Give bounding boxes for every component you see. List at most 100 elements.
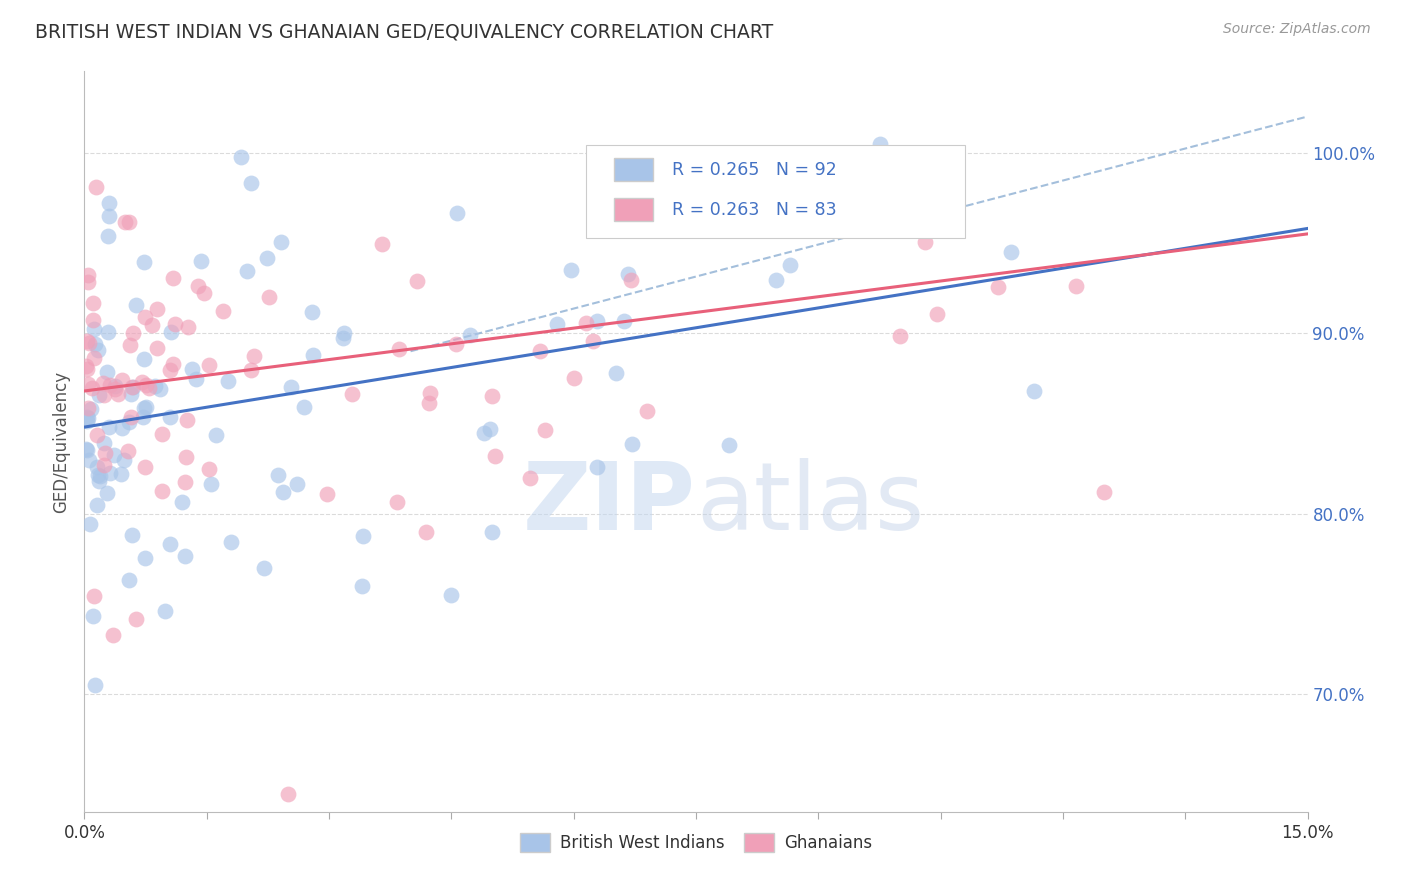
Point: [350, 579, 373, 593]
Point: [120, 338, 142, 352]
Legend: British West Indians, Ghanaians: British West Indians, Ghanaians: [513, 826, 879, 859]
Point: [86, 180, 108, 194]
Point: [478, 422, 501, 436]
Point: [159, 363, 181, 377]
Point: [257, 290, 280, 304]
Point: [405, 274, 427, 288]
Point: [352, 529, 374, 543]
Point: [285, 476, 308, 491]
Point: [82, 313, 104, 327]
Point: [586, 314, 609, 328]
Point: [779, 259, 801, 273]
Point: [122, 326, 145, 340]
Point: [98, 377, 121, 392]
Point: [141, 318, 163, 332]
Point: [173, 549, 195, 563]
Point: [181, 362, 204, 376]
Point: [914, 235, 936, 250]
Point: [82, 609, 104, 624]
Point: [80, 381, 103, 395]
Point: [77, 336, 100, 351]
Point: [118, 416, 141, 430]
Point: [143, 378, 166, 392]
Point: [135, 378, 157, 392]
Point: [87, 388, 110, 402]
Point: [101, 628, 124, 642]
Point: [83, 351, 105, 366]
Point: [118, 215, 141, 229]
Point: [107, 387, 129, 401]
Point: [219, 535, 242, 549]
Point: [86, 427, 108, 442]
Point: [83, 590, 105, 604]
Point: [333, 326, 356, 340]
Point: [617, 267, 640, 281]
Point: [267, 468, 290, 483]
Point: [89, 469, 111, 483]
Point: [76, 414, 98, 428]
Point: [174, 475, 197, 489]
Point: [546, 318, 568, 332]
Point: [717, 438, 740, 452]
Point: [121, 379, 143, 393]
Point: [86, 467, 108, 482]
Text: Source: ZipAtlas.com: Source: ZipAtlas.com: [1223, 22, 1371, 37]
Point: [77, 453, 100, 467]
Point: [148, 382, 170, 396]
Point: [93, 458, 115, 472]
Point: [76, 334, 98, 348]
Point: [987, 280, 1010, 294]
Point: [97, 196, 120, 211]
Point: [132, 352, 155, 367]
Point: [159, 409, 181, 424]
Point: [120, 410, 142, 425]
Point: [93, 376, 115, 390]
Point: [96, 486, 118, 500]
Point: [104, 379, 127, 393]
Point: [481, 524, 503, 539]
Point: [132, 255, 155, 269]
Point: [870, 167, 893, 181]
Point: [98, 466, 121, 480]
Point: [446, 205, 468, 219]
Point: [83, 322, 105, 336]
Point: [235, 264, 257, 278]
Point: [86, 343, 108, 358]
Point: [212, 304, 235, 318]
Point: [117, 573, 139, 587]
Point: [93, 436, 115, 450]
Point: [415, 525, 437, 540]
Point: [889, 329, 911, 343]
Point: [605, 366, 627, 380]
Point: [117, 443, 139, 458]
Point: [458, 328, 481, 343]
Point: [76, 409, 98, 424]
Point: [187, 279, 209, 293]
Point: [332, 331, 354, 345]
Point: [198, 358, 221, 372]
Point: [96, 366, 118, 380]
Point: [97, 419, 120, 434]
Point: [1024, 384, 1046, 399]
Point: [170, 494, 193, 508]
Point: [1092, 485, 1115, 500]
Point: [84, 336, 107, 351]
Point: [146, 301, 169, 316]
Point: [388, 342, 411, 356]
Point: [162, 270, 184, 285]
Point: [134, 459, 156, 474]
Point: [77, 275, 100, 289]
Point: [111, 373, 134, 387]
Point: [138, 381, 160, 395]
Point: [174, 450, 197, 465]
FancyBboxPatch shape: [586, 145, 965, 238]
Point: [582, 334, 605, 348]
Point: [239, 176, 262, 190]
Point: [134, 310, 156, 325]
Point: [242, 349, 264, 363]
Point: [111, 421, 134, 435]
Point: [125, 612, 148, 626]
Point: [529, 343, 551, 358]
Point: [153, 604, 176, 618]
Point: [271, 484, 294, 499]
